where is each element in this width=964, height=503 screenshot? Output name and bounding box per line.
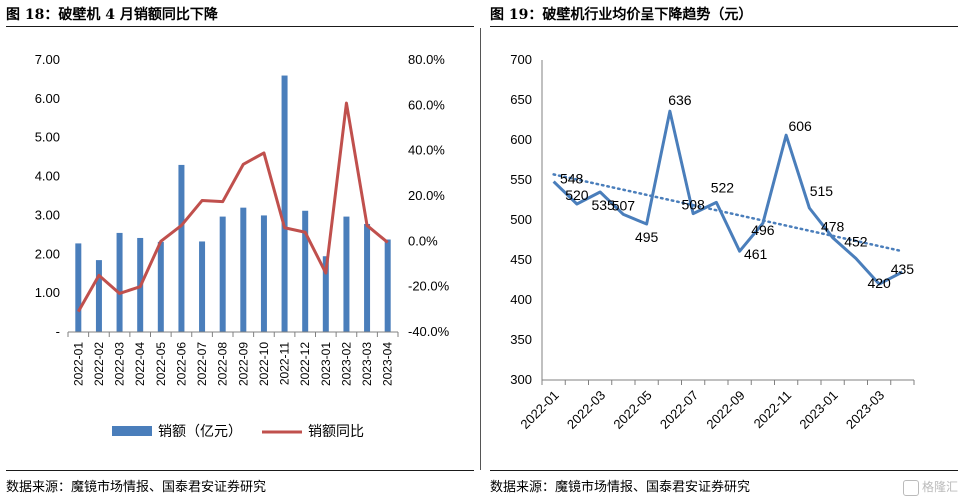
left-y-tick-label: 2.00	[35, 246, 60, 261]
right-title-rule	[490, 26, 958, 27]
price-y-tick-label: 350	[510, 332, 532, 347]
price-y-tick-label: 700	[510, 52, 532, 67]
price-y-tick-label: 650	[510, 92, 532, 107]
legend-label-sales: 销额（亿元）	[158, 423, 242, 439]
sales-bar	[384, 239, 391, 332]
price-data-label: 507	[612, 197, 636, 213]
sales-bar	[364, 223, 371, 332]
left-x-tick-label: 2022-07	[195, 342, 209, 386]
price-data-label: 461	[744, 246, 768, 262]
left-x-tick-label: 2022-03	[113, 342, 127, 386]
left-y-tick-label: 5.00	[35, 130, 60, 145]
left-x-tick-label: 2022-05	[154, 342, 168, 386]
price-data-label: 548	[560, 171, 584, 187]
price-x-tick-label: 2022-03	[564, 388, 608, 432]
sales-bar	[281, 75, 288, 333]
price-trendline	[552, 173, 904, 253]
watermark: 格隆汇	[902, 478, 958, 496]
left-x-tick-label: 2022-08	[216, 342, 230, 386]
left-x-tick-label: 2022-09	[236, 342, 250, 386]
left-source-rule	[6, 470, 474, 471]
watermark-text: 格隆汇	[921, 480, 958, 494]
left-y-tick-label: 4.00	[35, 169, 60, 184]
price-data-label: 522	[711, 179, 735, 195]
sales-bar	[302, 210, 309, 332]
left-x-tick-label: 2023-03	[360, 342, 374, 386]
sales-bar	[95, 260, 102, 332]
sales-bar	[116, 232, 123, 332]
price-data-label: 636	[668, 92, 692, 108]
right-y-tick-label: -40.0%	[408, 324, 450, 339]
sales-bar	[343, 216, 350, 332]
yoy-line	[77, 101, 389, 313]
right-y-tick-label: -20.0%	[408, 279, 450, 294]
price-data-label: 496	[751, 222, 775, 238]
left-x-tick-label: 2023-04	[381, 342, 395, 386]
price-data-label: 520	[565, 187, 589, 203]
price-data-label: 478	[821, 219, 845, 235]
right-chart-title: 图 19：破壁机行业均价呈下降趋势（元）	[490, 7, 753, 23]
right-y-tick-label: 0.0%	[408, 233, 438, 248]
left-y-tick-label: -	[56, 324, 60, 339]
right-y-tick-label: 20.0%	[408, 188, 445, 203]
left-x-tick-label: 2022-02	[92, 342, 106, 386]
sales-bar	[75, 243, 82, 332]
left-x-tick-label: 2022-04	[133, 342, 147, 386]
right-source-text: 数据来源：魔镜市场情报、国泰君安证券研究	[490, 480, 751, 495]
sales-bar	[178, 164, 185, 332]
sales-bar	[240, 207, 247, 332]
watermark-logo-icon	[902, 479, 919, 496]
left-x-tick-label: 2022-06	[174, 342, 188, 386]
price-x-tick-label: 2023-03	[843, 388, 887, 432]
price-x-tick-label: 2022-05	[610, 388, 654, 432]
right-y-tick-label: 60.0%	[408, 97, 445, 112]
price-data-label: 535	[591, 197, 615, 213]
left-x-tick-label: 2023-01	[319, 342, 333, 386]
left-y-tick-label: 7.00	[35, 52, 60, 67]
left-x-tick-label: 2022-01	[71, 342, 85, 386]
price-data-label: 435	[891, 261, 915, 277]
price-x-tick-label: 2023-01	[796, 388, 840, 432]
legend-swatch-sales	[112, 426, 152, 436]
left-title-rule	[6, 26, 474, 27]
left-chart-title: 图 18：破壁机 4 月销额同比下降	[6, 7, 218, 23]
left-y-tick-label: 1.00	[35, 285, 60, 300]
right-source-rule	[490, 470, 958, 471]
price-y-tick-label: 600	[510, 132, 532, 147]
left-x-tick-label: 2022-11	[278, 342, 292, 385]
sales-bar	[199, 241, 206, 332]
sales-bar	[322, 256, 329, 332]
right-y-tick-label: 80.0%	[408, 52, 445, 67]
price-line	[552, 109, 904, 286]
legend-label-yoy: 销额同比	[308, 423, 364, 439]
sales-bar-line-chart: - 1.00 2.00 3.00 4.00 5.00 6.00 7.00 -40.0% -20.0…	[35, 52, 450, 439]
left-source-text: 数据来源：魔镜市场情报、国泰君安证券研究	[6, 480, 267, 495]
price-data-label: 508	[681, 197, 705, 213]
right-y-tick-label: 40.0%	[408, 143, 445, 158]
price-data-label: 452	[844, 233, 868, 249]
price-y-tick-label: 500	[510, 212, 532, 227]
price-data-label: 495	[635, 229, 659, 245]
left-y-tick-label: 3.00	[35, 207, 60, 222]
price-data-label: 606	[788, 118, 812, 134]
sales-bar	[219, 216, 226, 332]
price-y-tick-label: 550	[510, 172, 532, 187]
left-y-tick-label: 6.00	[35, 91, 60, 106]
price-data-label: 515	[810, 183, 834, 199]
price-x-tick-label: 2022-07	[657, 388, 701, 432]
price-data-label: 420	[867, 275, 891, 291]
price-x-tick-label: 2022-11	[751, 388, 795, 432]
price-y-tick-label: 450	[510, 252, 532, 267]
sales-bar	[157, 241, 164, 332]
price-y-tick-label: 400	[510, 292, 532, 307]
left-x-tick-label: 2022-10	[257, 342, 271, 386]
price-x-tick-label: 2022-09	[703, 388, 747, 432]
panel-divider	[480, 28, 481, 470]
price-x-tick-label: 2022-01	[517, 388, 561, 432]
left-x-tick-label: 2023-02	[339, 342, 353, 386]
sales-bar	[260, 215, 267, 332]
price-y-tick-label: 300	[510, 372, 532, 387]
left-x-tick-label: 2022-12	[298, 342, 312, 386]
